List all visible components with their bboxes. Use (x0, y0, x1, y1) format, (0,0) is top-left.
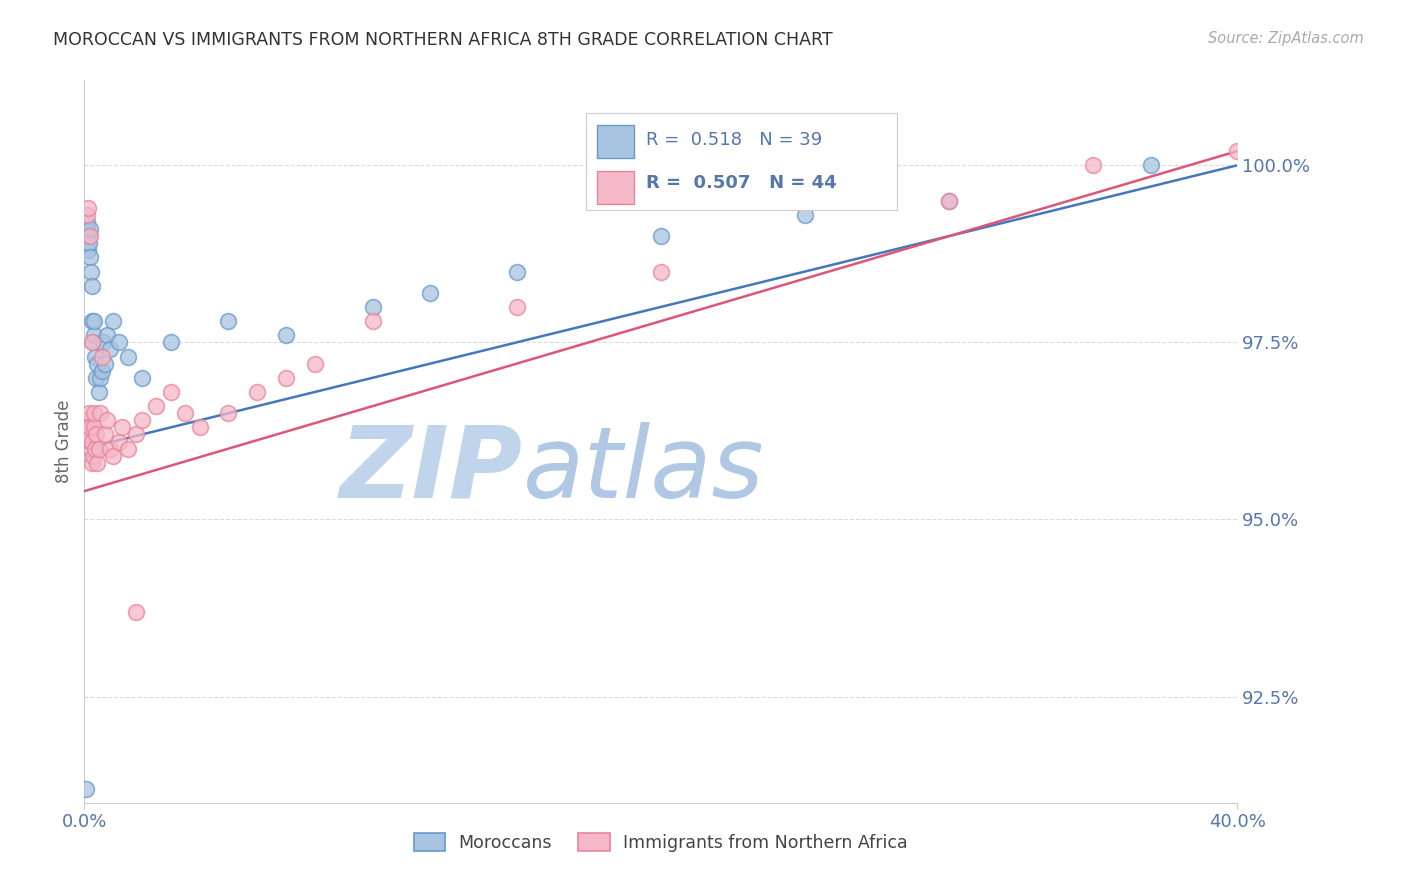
Point (82, 449, 104, 463)
Point (276, 371, 298, 385)
Point (83, 328, 105, 343)
Point (650, 264, 672, 278)
Point (79, 222, 101, 236)
Point (93, 357, 115, 371)
Point (218, 406, 240, 420)
Point (90, 364, 112, 378)
Point (77, 229, 100, 244)
Point (160, 335, 183, 350)
Point (82, 434, 104, 449)
Point (84, 350, 107, 364)
Point (276, 328, 298, 343)
Point (131, 371, 153, 385)
Point (938, 194, 960, 208)
Text: MOROCCAN VS IMMIGRANTS FROM NORTHERN AFRICA 8TH GRADE CORRELATION CHART: MOROCCAN VS IMMIGRANTS FROM NORTHERN AFR… (53, 31, 832, 49)
FancyBboxPatch shape (598, 170, 634, 204)
Point (82, 314, 104, 328)
Point (1083, 158, 1105, 172)
Point (86, 456, 108, 470)
Point (506, 300, 529, 314)
Point (361, 300, 384, 314)
Point (111, 420, 134, 434)
Point (160, 384, 183, 399)
Point (89, 406, 111, 420)
Point (361, 314, 384, 328)
Point (77, 236, 100, 251)
Point (86, 357, 108, 371)
Point (75, 781, 97, 796)
Point (76, 208, 98, 222)
Text: ZIP: ZIP (339, 422, 523, 519)
Point (75, 427, 97, 442)
Point (108, 434, 131, 449)
Point (218, 314, 240, 328)
Point (77, 406, 100, 420)
Legend: Moroccans, Immigrants from Northern Africa: Moroccans, Immigrants from Northern Afri… (406, 827, 915, 859)
Point (83, 406, 105, 420)
Point (98, 343, 121, 357)
Y-axis label: 8th Grade: 8th Grade (55, 400, 73, 483)
Point (650, 229, 672, 244)
Text: Source: ZipAtlas.com: Source: ZipAtlas.com (1208, 31, 1364, 46)
Text: R =  0.507   N = 44: R = 0.507 N = 44 (645, 174, 837, 192)
Point (96, 413, 118, 427)
Point (79, 420, 101, 434)
Point (76, 244, 98, 258)
Point (117, 442, 139, 456)
Point (98, 442, 121, 456)
Point (117, 350, 139, 364)
Point (938, 194, 960, 208)
Point (80, 278, 103, 293)
Point (76, 222, 98, 236)
Point (75, 420, 97, 434)
Point (96, 328, 118, 343)
Point (131, 413, 153, 427)
Text: R =  0.518   N = 39: R = 0.518 N = 39 (645, 131, 823, 149)
Point (82, 335, 104, 350)
Point (188, 420, 211, 434)
Point (1226, 144, 1249, 158)
Point (304, 357, 326, 371)
Point (1140, 158, 1163, 172)
Point (90, 350, 112, 364)
Point (76, 413, 98, 427)
Point (80, 456, 103, 470)
Point (76, 201, 98, 215)
Point (91, 335, 114, 350)
Point (84, 442, 107, 456)
Point (174, 406, 197, 420)
Point (80, 335, 103, 350)
Text: atlas: atlas (523, 422, 763, 519)
FancyBboxPatch shape (598, 125, 634, 158)
Point (125, 427, 148, 442)
Point (506, 264, 529, 278)
Point (103, 449, 124, 463)
Point (80, 264, 103, 278)
Point (145, 399, 167, 413)
Point (87, 442, 110, 456)
Point (79, 229, 101, 244)
Point (108, 335, 131, 350)
Point (83, 314, 105, 328)
Point (76, 215, 98, 229)
Point (89, 371, 111, 385)
Point (103, 314, 124, 328)
Point (794, 208, 817, 222)
Point (125, 605, 148, 619)
Point (84, 371, 107, 385)
Point (84, 427, 107, 442)
Point (87, 384, 110, 399)
Point (93, 427, 115, 442)
Point (246, 384, 269, 399)
Point (79, 251, 101, 265)
Point (80, 442, 103, 456)
Point (419, 285, 441, 300)
Point (83, 420, 105, 434)
FancyBboxPatch shape (586, 112, 897, 211)
